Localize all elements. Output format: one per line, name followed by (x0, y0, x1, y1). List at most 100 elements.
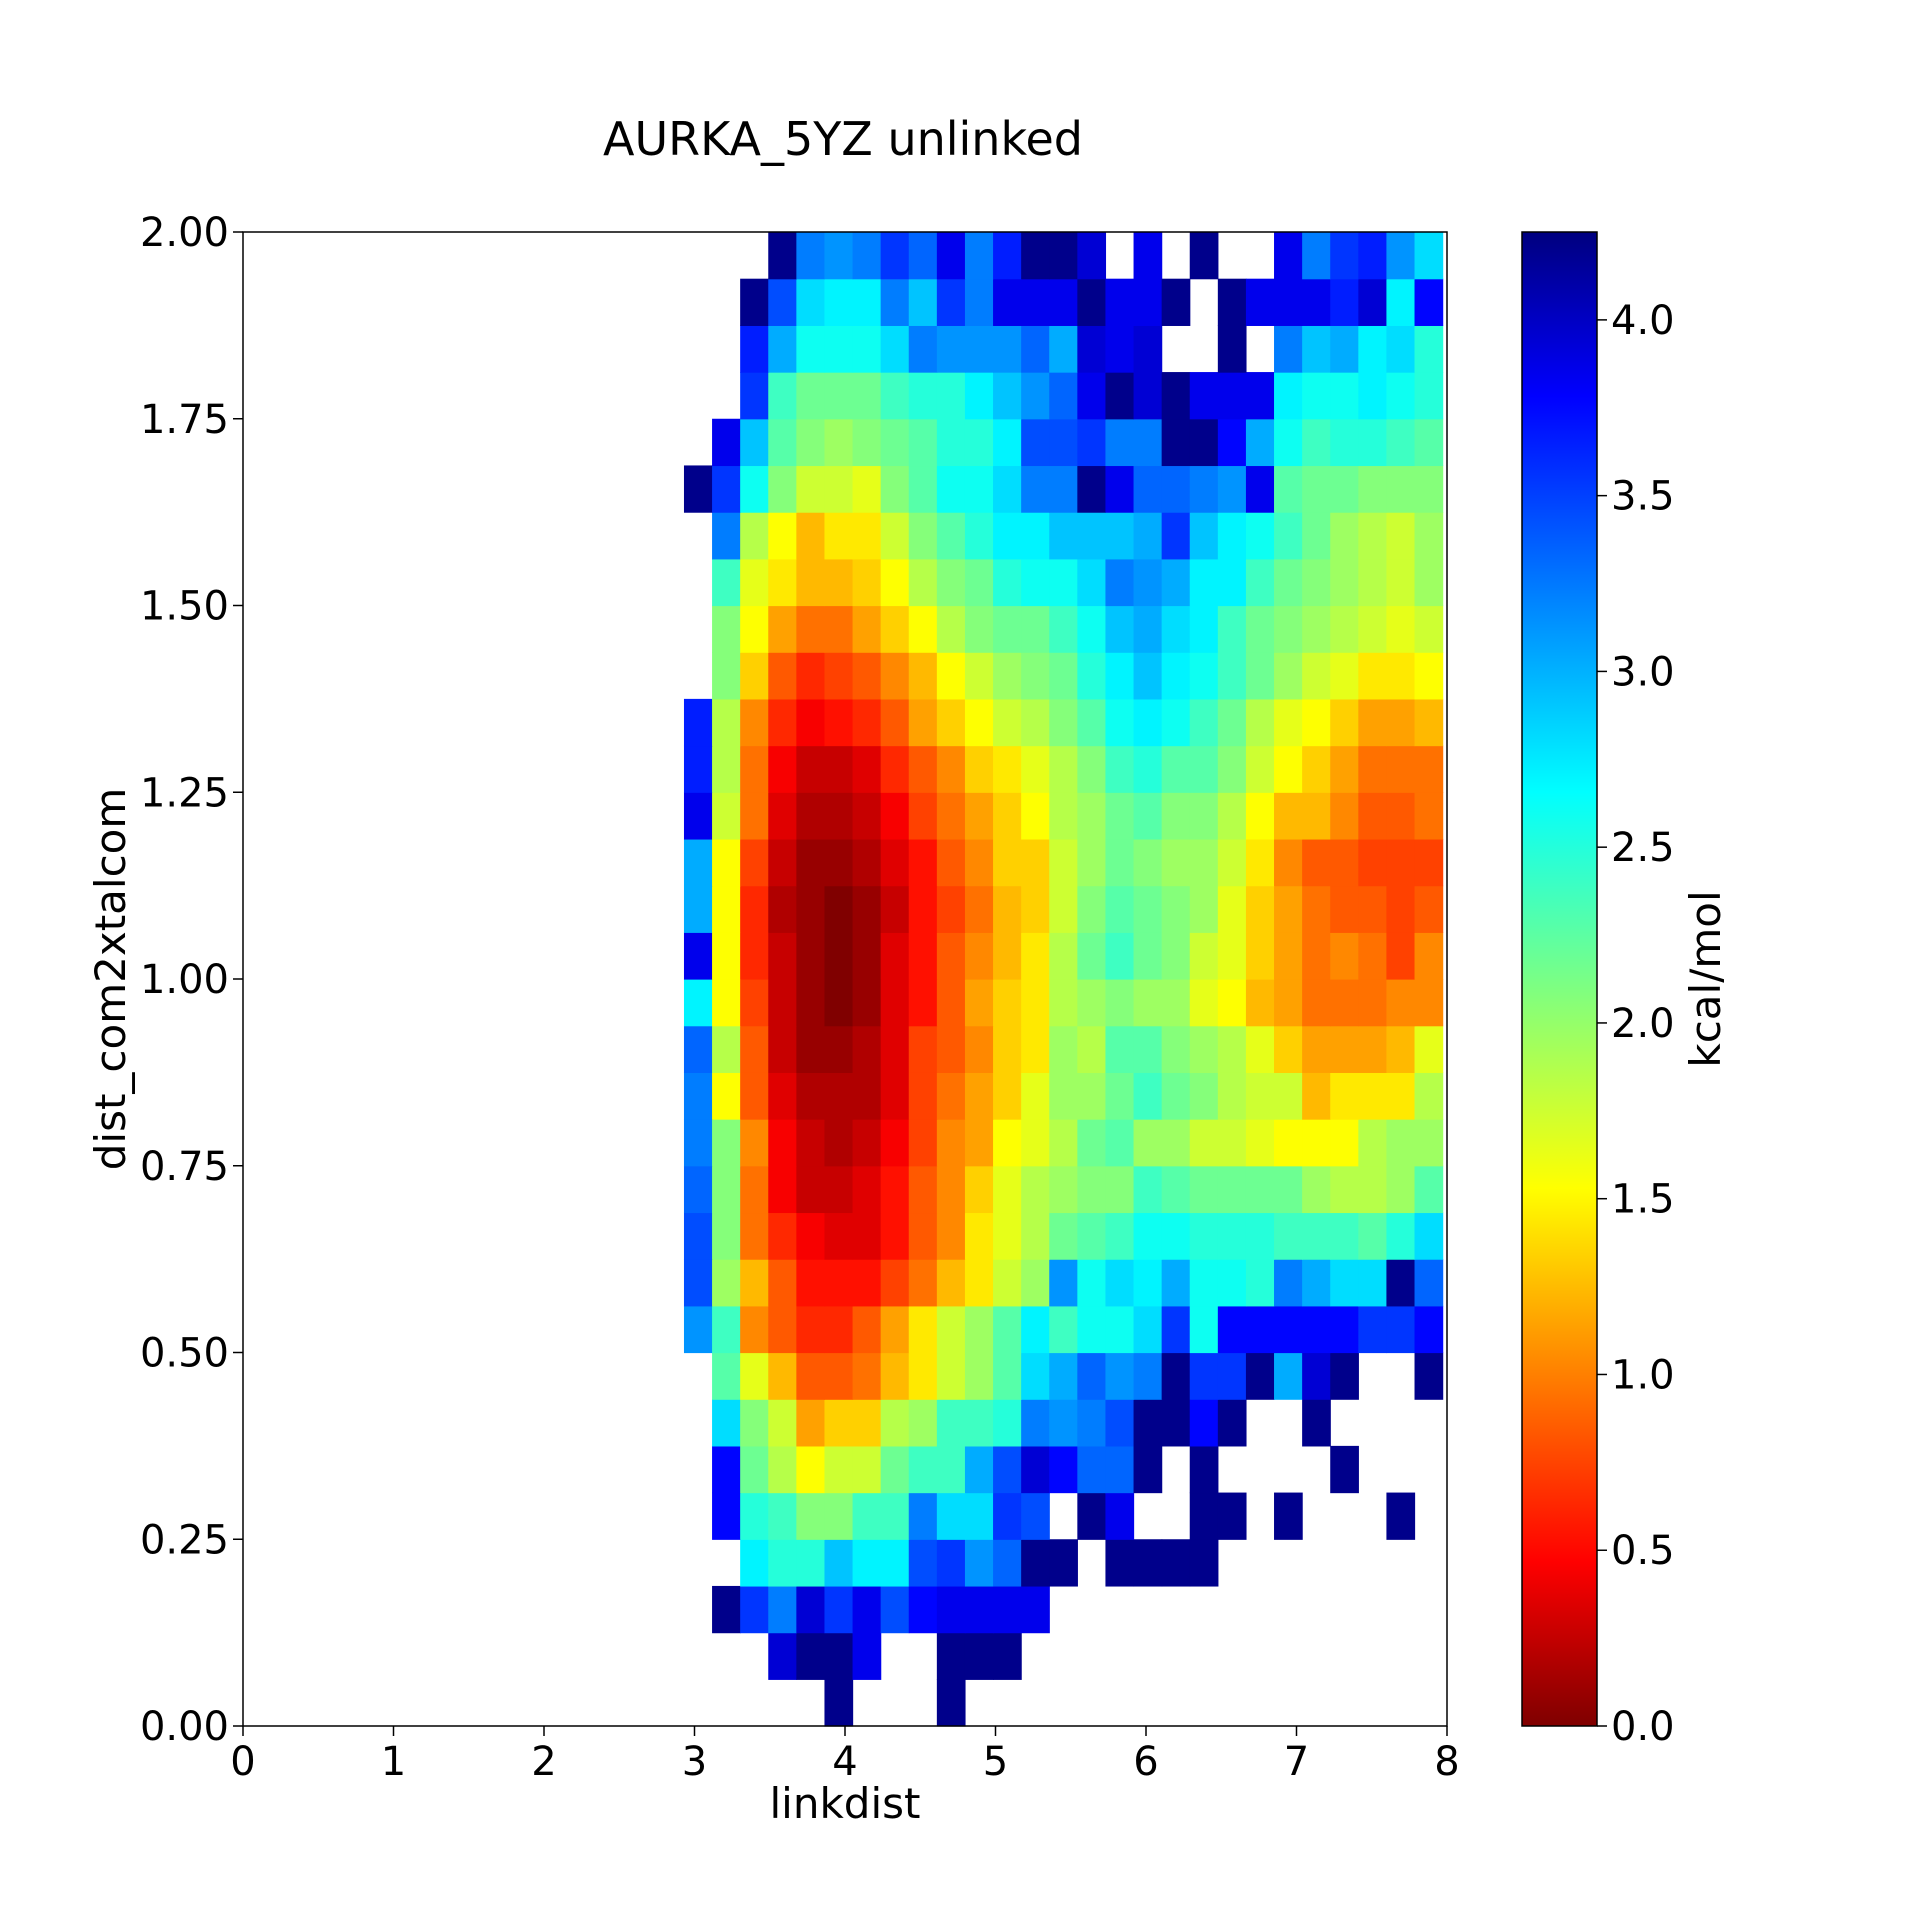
heatmap-cell (1077, 979, 1107, 1027)
x-tick-label: 3 (682, 1739, 707, 1785)
heatmap-cell (964, 652, 994, 700)
heatmap-cell (796, 979, 826, 1027)
heatmap-cell (796, 1632, 826, 1680)
heatmap-cell (1189, 512, 1219, 560)
heatmap-cell (1330, 838, 1359, 887)
heatmap-cell (1161, 278, 1191, 326)
heatmap-cell (1077, 1072, 1107, 1120)
heatmap-cell (908, 558, 938, 607)
heatmap-cells (683, 232, 1444, 1727)
heatmap-cell (1245, 698, 1275, 747)
heatmap-cell (712, 1352, 741, 1400)
heatmap-cell (1274, 1165, 1303, 1214)
heatmap-cell (1189, 885, 1219, 933)
heatmap-cell (1189, 652, 1219, 700)
heatmap-cell (712, 979, 741, 1027)
heatmap-cell (824, 885, 854, 933)
heatmap-cell (993, 1585, 1022, 1634)
heatmap-cell (768, 652, 797, 700)
heatmap-cell (1161, 1399, 1191, 1447)
heatmap-cell (1049, 465, 1078, 513)
heatmap-cell (880, 1165, 910, 1214)
heatmap-cell (712, 792, 741, 840)
heatmap-cell (712, 698, 741, 747)
heatmap-cell (993, 1212, 1022, 1260)
heatmap-cell (1049, 1165, 1078, 1214)
heatmap-cell (1189, 838, 1219, 887)
heatmap-cell (824, 1305, 854, 1354)
heatmap-cell (964, 1492, 994, 1540)
heatmap-cell (964, 1632, 994, 1680)
heatmap-cell (824, 558, 854, 607)
heatmap-cell (880, 1212, 910, 1260)
heatmap-cell (1161, 979, 1191, 1027)
heatmap-cell (1302, 698, 1331, 747)
heatmap-cell (1330, 1119, 1359, 1167)
heatmap-cell (1330, 1259, 1359, 1307)
heatmap-cell (1330, 932, 1359, 980)
heatmap-cell (683, 885, 713, 933)
heatmap-cell (1358, 512, 1388, 560)
heatmap-cell (1077, 558, 1107, 607)
heatmap-cell (1077, 1399, 1107, 1447)
heatmap-cell (1358, 745, 1388, 793)
heatmap-cell (683, 698, 713, 747)
heatmap-cell (880, 465, 910, 513)
heatmap-cell (852, 698, 882, 747)
y-tick-label: 0.50 (140, 1331, 229, 1377)
heatmap-cell (993, 1399, 1022, 1447)
heatmap-cell (1189, 465, 1219, 513)
heatmap-cell (1274, 979, 1303, 1027)
heatmap-cell (1414, 652, 1444, 700)
heatmap-cell (796, 652, 826, 700)
heatmap-cell (1077, 232, 1107, 280)
heatmap-cell (1217, 698, 1247, 747)
heatmap-cell (1414, 465, 1444, 513)
heatmap-cell (993, 1119, 1022, 1167)
heatmap-cell (1217, 605, 1247, 653)
heatmap-cell (824, 792, 854, 840)
heatmap-cell (796, 1212, 826, 1260)
heatmap-cell (852, 979, 882, 1027)
heatmap-cell (936, 512, 966, 560)
heatmap-cell (740, 698, 769, 747)
heatmap-cell (964, 979, 994, 1027)
heatmap-cell (683, 465, 713, 513)
heatmap-cell (1358, 232, 1388, 280)
heatmap-cell (1133, 232, 1163, 280)
heatmap-cell (1245, 1212, 1275, 1260)
heatmap-cell (1133, 278, 1163, 326)
colorbar-tick-label: 0.0 (1611, 1704, 1675, 1750)
heatmap-cell (1274, 465, 1303, 513)
heatmap-cell (1386, 512, 1416, 560)
heatmap-cell (1133, 1445, 1163, 1494)
heatmap-cell (824, 979, 854, 1027)
heatmap-cell (1414, 1352, 1444, 1400)
heatmap-cell (712, 652, 741, 700)
heatmap-cell (1330, 698, 1359, 747)
heatmap-cell (1105, 1539, 1135, 1587)
heatmap-cell (1077, 512, 1107, 560)
heatmap-cell (1133, 698, 1163, 747)
heatmap-cell (908, 1072, 938, 1120)
x-tick-label: 7 (1284, 1739, 1309, 1785)
heatmap-cell (712, 512, 741, 560)
colorbar-tick-label: 1.5 (1611, 1177, 1675, 1223)
heatmap-cell (1189, 792, 1219, 840)
heatmap-cell (740, 979, 769, 1027)
heatmap-cell (852, 838, 882, 887)
heatmap-cell (880, 1259, 910, 1307)
heatmap-cell (936, 1492, 966, 1540)
heatmap-cell (768, 512, 797, 560)
heatmap-cell (1189, 372, 1219, 420)
heatmap-cell (936, 1259, 966, 1307)
heatmap-cell (880, 1119, 910, 1167)
heatmap-cell (936, 885, 966, 933)
heatmap-cell (740, 838, 769, 887)
heatmap-cell (1414, 512, 1444, 560)
heatmap-cell (936, 465, 966, 513)
heatmap-cell (993, 325, 1022, 373)
heatmap-cell (1189, 698, 1219, 747)
heatmap-cell (908, 605, 938, 653)
heatmap-cell (683, 1212, 713, 1260)
